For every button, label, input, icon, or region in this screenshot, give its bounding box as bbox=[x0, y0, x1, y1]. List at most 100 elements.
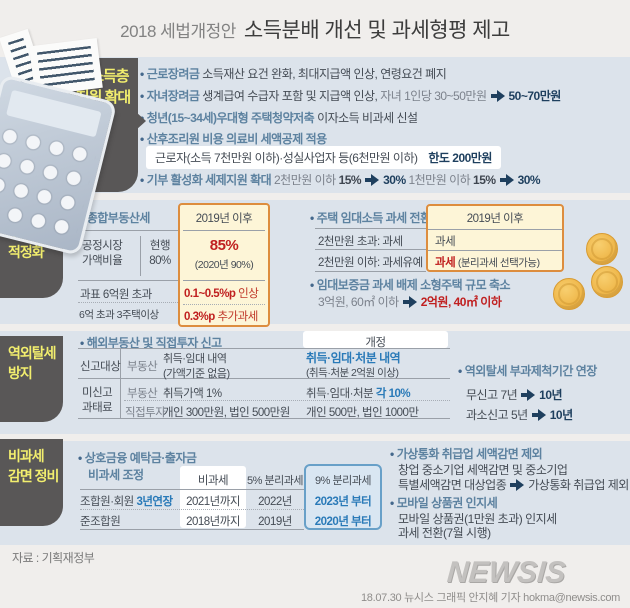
jongbu-row-label: 공정시장 가액비율 bbox=[82, 240, 123, 267]
item-donation: • 기부 활성화 세제지원 확대 2천만원 이하 15% 30% 1천만원 이하 1… bbox=[140, 173, 541, 187]
arrow-right-icon bbox=[402, 295, 417, 308]
table-rule bbox=[80, 529, 304, 530]
mutual-col-header: 5% 분리과세 bbox=[247, 475, 303, 487]
coin-icon bbox=[553, 278, 585, 310]
bullet-icon: • bbox=[140, 132, 144, 146]
column-header: 2019년 이후 bbox=[466, 213, 524, 225]
mutual-row-label: 준조합원 bbox=[80, 516, 121, 528]
deposit-title: • 임대보증금 과세 배제 소형주택 규모 축소 bbox=[310, 278, 511, 292]
statute-title: • 역외탈세 부과제척기간 연장 bbox=[458, 364, 597, 378]
page-title: 2018 세법개정안 소득분배 개선 및 과세형평 제고 bbox=[0, 14, 630, 44]
table-rule bbox=[124, 400, 450, 401]
report-old-value: 취득가액 1% bbox=[163, 388, 222, 400]
mobile-line: 과세 전환(7월 시행) bbox=[398, 526, 491, 540]
arrow-right-icon bbox=[365, 173, 380, 186]
coin-icon bbox=[586, 233, 618, 265]
mobile-title: • 모바일 상품권 인지세 bbox=[390, 496, 498, 510]
mutual-cell: 2021년까지 bbox=[186, 496, 240, 508]
report-title: • 해외부동산 및 직접투자 신고 bbox=[80, 336, 222, 350]
report-subject: 직접투자 bbox=[125, 407, 166, 419]
exempt-column-bg bbox=[180, 466, 246, 528]
jongbu-surtax: 0.3%p 추가과세 bbox=[184, 311, 258, 323]
column-header: 개정 bbox=[365, 337, 386, 349]
crypto-line: 특별세액감면 대상업종 가상통화 취급업 제외 bbox=[398, 478, 629, 492]
jongbu-title: •종합부동산세 bbox=[80, 209, 150, 226]
table-rule bbox=[78, 418, 450, 419]
item-youth-savings: • 청년(15~34세)우대형 주택청약저축 이자소득 비과세 신설 bbox=[140, 111, 418, 125]
jongbu-row-label: 과표 6억원 초과 bbox=[80, 289, 152, 301]
revision-header-bg bbox=[303, 331, 448, 348]
mutual-cell: 2018년까지 bbox=[186, 516, 240, 528]
mutual-cell: 2020년 부터 bbox=[314, 516, 372, 528]
arrow-right-icon bbox=[499, 173, 514, 186]
report-row-header: 신고대상 bbox=[80, 361, 121, 373]
bullet-icon: • bbox=[458, 364, 462, 378]
jongbu-row-label: 6억 초과 3주택이상 bbox=[79, 309, 159, 321]
table-rule bbox=[315, 271, 426, 272]
table-rule bbox=[80, 509, 304, 510]
statute-line: 과소신고 5년 10년 bbox=[466, 408, 573, 422]
bullet-icon: • bbox=[390, 496, 394, 510]
table-rule bbox=[428, 229, 562, 230]
rental-row-label: 2천만원 초과: 과세 bbox=[318, 236, 403, 248]
bullet-icon: • bbox=[140, 173, 144, 187]
table-rule bbox=[78, 348, 450, 349]
sidebar-label-exemption: 비과세 감면 정비 bbox=[0, 439, 63, 526]
label-line: 역외탈세 bbox=[8, 345, 57, 361]
crypto-title: • 가상통화 취급업 세액감면 제외 bbox=[390, 447, 543, 461]
column-header: 2019년 이후 bbox=[195, 213, 253, 225]
table-rule bbox=[183, 280, 265, 281]
table-rule bbox=[315, 228, 426, 229]
table-rule bbox=[140, 236, 141, 276]
report-row-header: 미신고 과태료 bbox=[82, 387, 113, 414]
item-child-grant: • 자녀장려금 생계급여 수급자 포함 및 지급액 인상, 자녀 1인당 30~5… bbox=[140, 89, 561, 103]
coin-icon bbox=[591, 266, 623, 298]
mutual-col-header: 비과세 bbox=[197, 475, 229, 487]
report-new-value: 개인 500만, 법인 1000만 bbox=[306, 407, 419, 419]
mutual-row-label: 조합원·회원 3년연장 bbox=[80, 496, 173, 508]
arrow-right-icon bbox=[490, 89, 505, 102]
mutual-title: • 상호금융 예탁금·출자금 bbox=[78, 451, 197, 465]
jongbu-increase: 0.1~0.5%p 인상 bbox=[184, 288, 259, 300]
jongbu-current-value: 현행 80% bbox=[149, 240, 171, 267]
bullet-icon: • bbox=[140, 89, 144, 103]
crypto-line: 창업 중소기업 세액감면 및 중소기업 bbox=[398, 463, 568, 477]
mutual-cell: 2022년 bbox=[258, 496, 292, 508]
rental-highlight-column: 2019년 이후 과세 과세 (분리과세 선택가능) bbox=[426, 204, 564, 272]
report-subject: 부동산 bbox=[127, 361, 158, 373]
table-rule bbox=[183, 304, 265, 305]
table-rule bbox=[80, 489, 304, 490]
table-rule bbox=[183, 230, 265, 231]
table-rule bbox=[315, 249, 426, 250]
rental-new-r1: 과세 bbox=[435, 236, 456, 248]
rental-title: • 주택 임대소득 과세 전환 bbox=[310, 211, 431, 225]
arrow-right-icon bbox=[510, 478, 525, 491]
label-notch bbox=[136, 112, 146, 130]
label-line: 적정화 bbox=[8, 243, 45, 260]
jongbu-new-rate-note: (2020년 90%) bbox=[194, 259, 254, 271]
table-rule bbox=[120, 348, 121, 418]
statute-line: 무신고 7년 10년 bbox=[466, 388, 563, 402]
report-old-value: 취득·임대 내역 (가액기준 없음) bbox=[163, 353, 230, 380]
mutual-cell: 2019년 bbox=[258, 516, 292, 528]
bullet-icon: • bbox=[310, 278, 314, 292]
receipt-lines bbox=[37, 45, 95, 89]
title-prefix: 2018 세법개정안 bbox=[120, 22, 236, 41]
label-line: 감면 정비 bbox=[8, 467, 59, 484]
deposit-change: 3억원, 60㎡ 이하 2억원, 40㎡ 이하 bbox=[318, 295, 502, 309]
jongbu-highlight-column: 2019년 이후 85% (2020년 90%) 0.1~0.5%p 인상 0.… bbox=[178, 203, 270, 327]
item-postnatal-detail: 근로자(소득 7천만원 이하)·성실사업자 등(6천만원 이하) 한도 200만… bbox=[146, 146, 501, 169]
bullet-icon: • bbox=[140, 67, 144, 81]
report-new-value: 취득·임대·처분 각 10% bbox=[306, 388, 411, 400]
bullet-icon: • bbox=[78, 451, 82, 465]
mutual-title-line2: 비과세 조정 bbox=[88, 468, 144, 482]
credit-line: 18.07.30 뉴시스 그래픽 안지혜 기자 hokma@newsis.com bbox=[360, 592, 620, 604]
report-old-value: 개인 300만원, 법인 500만원 bbox=[163, 407, 290, 419]
sidebar-label-offshore: 역외탈세 방지 bbox=[0, 336, 63, 422]
table-rule bbox=[428, 250, 562, 251]
report-subject: 부동산 bbox=[127, 388, 158, 400]
rental-new-r2: 과세 (분리과세 선택가능) bbox=[435, 257, 540, 269]
calculator-keypad bbox=[0, 124, 98, 246]
source-note: 자료 : 기획재정부 bbox=[12, 551, 95, 565]
